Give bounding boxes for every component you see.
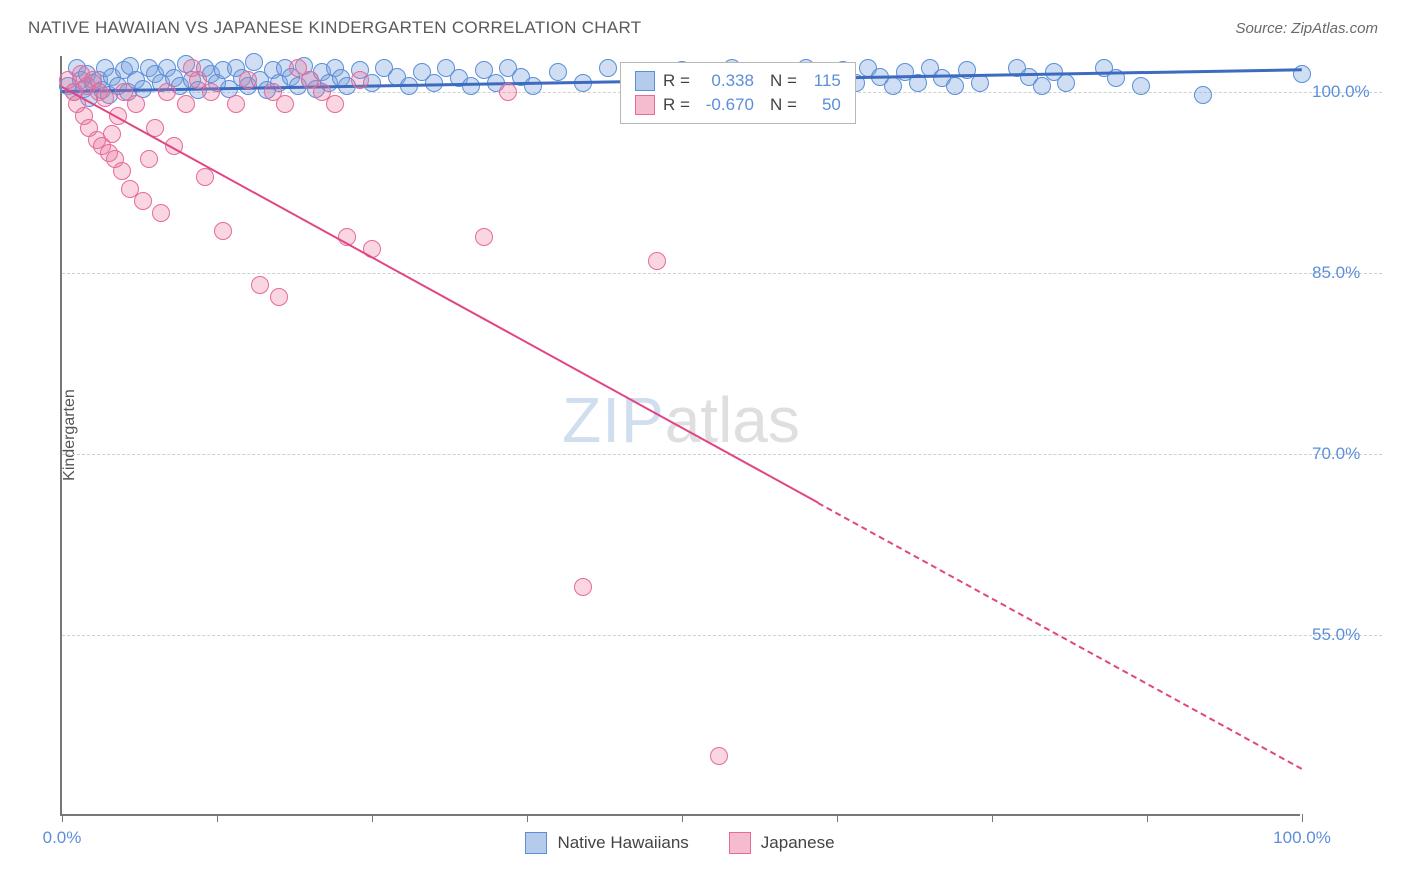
x-tick (62, 814, 63, 822)
gridline-h (62, 635, 1382, 636)
scatter-point (1057, 74, 1075, 92)
stats-r-value: 0.338 (698, 71, 754, 91)
scatter-point (113, 162, 131, 180)
source-label: Source: ZipAtlas.com (1235, 20, 1378, 37)
x-tick (217, 814, 218, 822)
trend-line (62, 86, 819, 504)
stats-n-value: 115 (805, 71, 841, 91)
scatter-point (245, 53, 263, 71)
x-tick (1147, 814, 1148, 822)
scatter-point (351, 71, 369, 89)
legend-item: Native Hawaiians (525, 832, 688, 854)
scatter-point (202, 83, 220, 101)
scatter-point (475, 228, 493, 246)
scatter-point (462, 77, 480, 95)
scatter-point (946, 77, 964, 95)
y-tick-label: 55.0% (1312, 625, 1360, 645)
scatter-point (648, 252, 666, 270)
scatter-point (239, 71, 257, 89)
stats-swatch (635, 95, 655, 115)
stats-box: R = 0.338 N = 115 R = -0.670 N = 50 (620, 62, 856, 124)
stats-row: R = 0.338 N = 115 (635, 69, 841, 93)
y-tick-label: 85.0% (1312, 263, 1360, 283)
chart-title: NATIVE HAWAIIAN VS JAPANESE KINDERGARTEN… (28, 18, 641, 38)
scatter-point (710, 747, 728, 765)
chart-container: Kindergarten ZIPatlas 100.0% 85.0% 70.0% 55… (60, 56, 1380, 816)
x-tick (992, 814, 993, 822)
scatter-point (574, 578, 592, 596)
watermark-part1: ZIP (562, 384, 665, 456)
stats-n-value: 50 (805, 95, 841, 115)
scatter-point (227, 95, 245, 113)
legend-swatch (525, 832, 547, 854)
scatter-point (158, 83, 176, 101)
stats-row: R = -0.670 N = 50 (635, 93, 841, 117)
x-tick (1302, 814, 1303, 822)
y-tick-label: 100.0% (1312, 82, 1370, 102)
legend-swatch (729, 832, 751, 854)
plot-area: Kindergarten ZIPatlas 100.0%85.0%70.0%55… (60, 56, 1300, 816)
scatter-point (152, 204, 170, 222)
legend-item: Japanese (729, 832, 835, 854)
stats-n-label: N = (770, 95, 797, 115)
scatter-point (127, 95, 145, 113)
scatter-point (524, 77, 542, 95)
scatter-point (1132, 77, 1150, 95)
scatter-point (214, 222, 232, 240)
stats-r-label: R = (663, 95, 690, 115)
gridline-h (62, 454, 1382, 455)
scatter-point (1033, 77, 1051, 95)
scatter-point (1194, 86, 1212, 104)
gridline-h (62, 273, 1382, 274)
scatter-point (549, 63, 567, 81)
watermark-part2: atlas (665, 384, 800, 456)
y-axis-title: Kindergarten (61, 389, 79, 481)
scatter-point (499, 83, 517, 101)
stats-swatch (635, 71, 655, 91)
stats-n-label: N = (770, 71, 797, 91)
scatter-point (326, 95, 344, 113)
scatter-point (140, 150, 158, 168)
stats-r-value: -0.670 (698, 95, 754, 115)
scatter-point (270, 288, 288, 306)
x-tick (837, 814, 838, 822)
watermark: ZIPatlas (562, 383, 800, 457)
scatter-point (599, 59, 617, 77)
scatter-point (251, 276, 269, 294)
legend-label: Native Hawaiians (557, 833, 688, 853)
scatter-point (177, 95, 195, 113)
legend-label: Japanese (761, 833, 835, 853)
x-tick (372, 814, 373, 822)
scatter-point (103, 125, 121, 143)
scatter-point (276, 95, 294, 113)
y-tick-label: 70.0% (1312, 444, 1360, 464)
scatter-point (884, 77, 902, 95)
x-tick (527, 814, 528, 822)
stats-r-label: R = (663, 71, 690, 91)
chart-header: NATIVE HAWAIIAN VS JAPANESE KINDERGARTEN… (0, 0, 1406, 48)
scatter-point (134, 192, 152, 210)
chart-legend: Native Hawaiians Japanese (60, 832, 1300, 854)
x-tick (682, 814, 683, 822)
scatter-point (96, 89, 114, 107)
